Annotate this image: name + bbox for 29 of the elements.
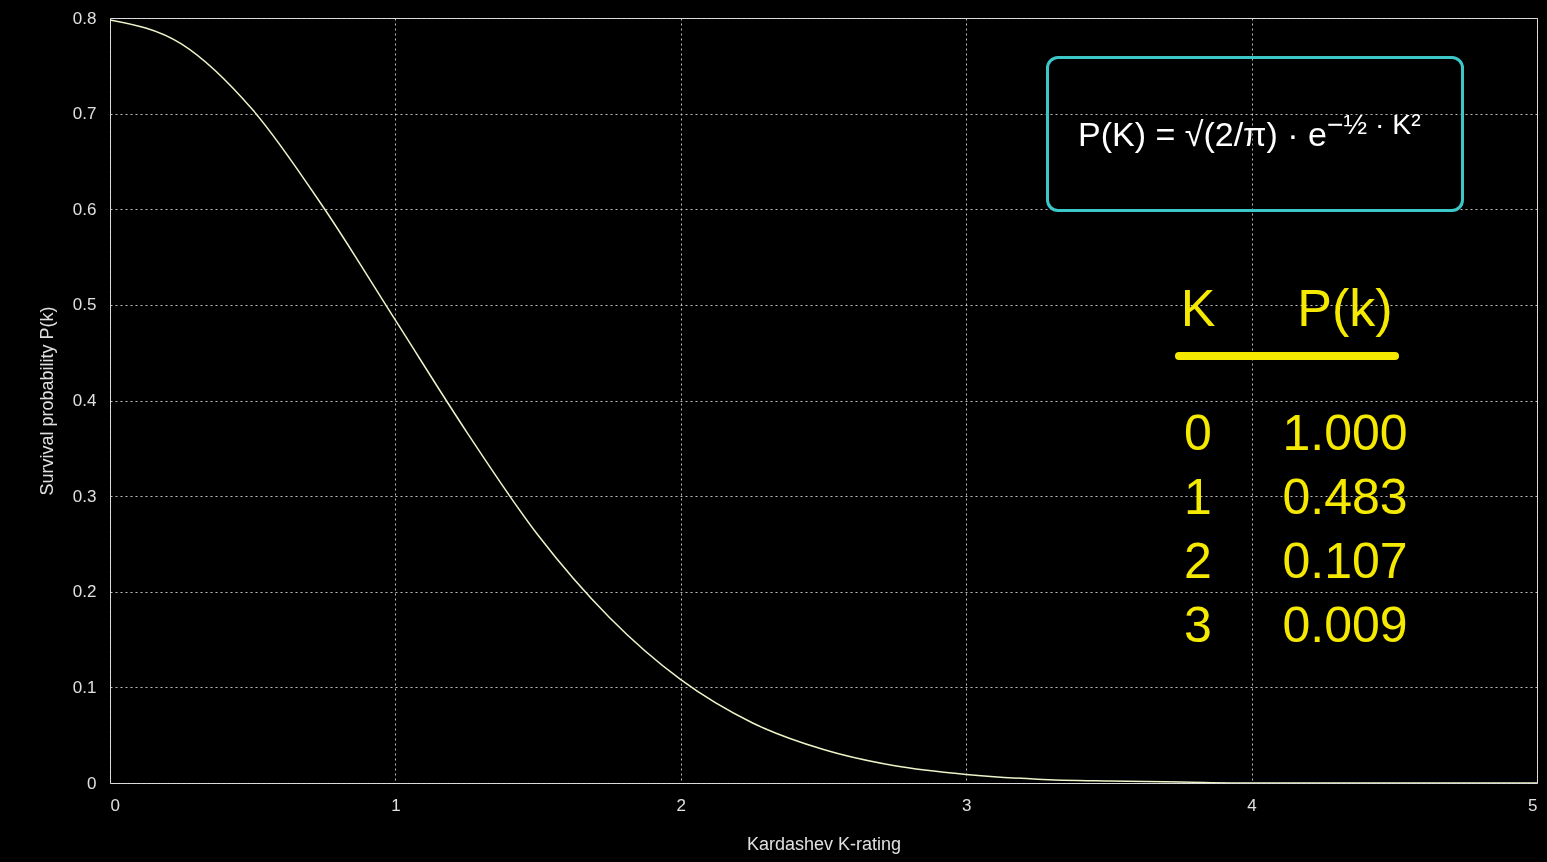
annotation: 3 <box>1184 597 1212 653</box>
annotation: P(K) = √(2/π) · e$^{−½ · K²}$ <box>1078 108 1421 154</box>
x-tick-label: 4 <box>1247 795 1257 815</box>
y-tick-label: 0 <box>87 773 97 793</box>
y-tick-label: 0.6 <box>72 199 97 219</box>
y-tick-label: 0.4 <box>72 391 97 410</box>
y-tick-label: 0.5 <box>72 295 97 315</box>
y-tick-label: 0.8 <box>72 8 97 28</box>
annotation: 1.000 <box>1282 405 1408 461</box>
x-tick-label: 2 <box>676 795 687 815</box>
annotation: 2 <box>1184 533 1212 589</box>
annotation: 0.483 <box>1282 469 1408 525</box>
annotation: 0.009 <box>1282 597 1408 653</box>
annotation: 1 <box>1184 469 1212 525</box>
y-tick-label: 0.7 <box>72 104 97 124</box>
x-tick-label: 1 <box>391 795 401 815</box>
annotation: 0.107 <box>1282 533 1408 589</box>
y-axis-title: Survival probability P(k) <box>36 306 57 496</box>
x-axis-title: Kardashev K-rating <box>746 833 902 854</box>
annotation: P(k) <box>1297 279 1393 337</box>
x-tick-label: 5 <box>1528 795 1538 815</box>
line-series <box>110 19 1537 783</box>
annotation: 0 <box>1184 405 1212 461</box>
x-tick-label: 3 <box>961 795 972 815</box>
y-tick-label: 0.1 <box>72 677 97 697</box>
x-tick-label: 0 <box>110 795 120 815</box>
annotation: K <box>1180 279 1216 337</box>
y-tick-label: 0.2 <box>72 582 97 602</box>
y-tick-label: 0.3 <box>72 486 97 506</box>
